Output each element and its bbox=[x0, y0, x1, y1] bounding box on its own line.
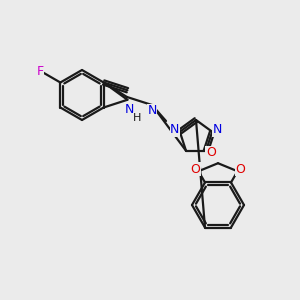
Text: O: O bbox=[206, 146, 216, 159]
Text: N: N bbox=[125, 103, 134, 116]
Text: H: H bbox=[133, 113, 142, 123]
Text: N: N bbox=[147, 104, 157, 118]
Text: N: N bbox=[212, 123, 222, 136]
Text: F: F bbox=[37, 65, 44, 78]
Text: O: O bbox=[236, 163, 245, 176]
Text: N: N bbox=[170, 123, 179, 136]
Text: O: O bbox=[190, 163, 200, 176]
